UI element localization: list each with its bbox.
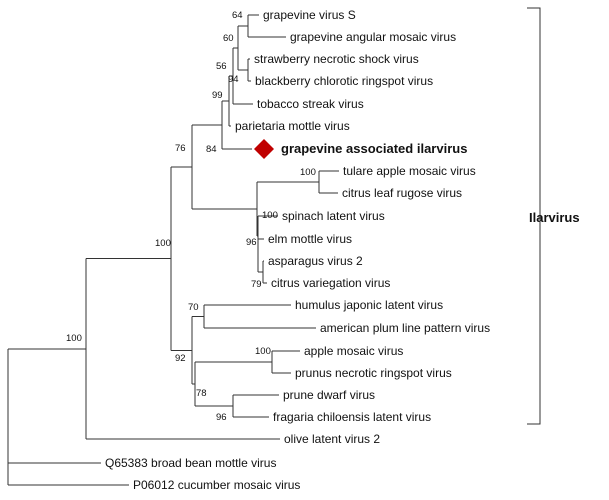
bootstrap-value: 60 bbox=[223, 33, 234, 44]
diamond-icon bbox=[254, 139, 274, 159]
bootstrap-value: 92 bbox=[175, 353, 186, 364]
bootstrap-value: 56 bbox=[216, 61, 227, 72]
bootstrap-value: 96 bbox=[246, 237, 257, 248]
taxon-label-tsv: tobacco streak virus bbox=[257, 97, 364, 111]
taxon-label-bcrv: blackberry chlorotic ringspot virus bbox=[255, 74, 433, 88]
taxon-label-cmv: P06012 cucumber mosaic virus bbox=[133, 478, 300, 492]
bootstrap-value: 96 bbox=[216, 412, 227, 423]
bootstrap-value: 76 bbox=[175, 143, 186, 154]
taxon-label-hjlv: humulus japonic latent virus bbox=[295, 298, 443, 312]
taxon-label-pmov: parietaria mottle virus bbox=[235, 119, 350, 133]
taxon-label-gvs: grapevine virus S bbox=[263, 8, 356, 22]
taxon-label-tamv: tulare apple mosaic virus bbox=[343, 164, 476, 178]
taxon-label-cvv: citrus variegation virus bbox=[271, 276, 390, 290]
bootstrap-value: 100 bbox=[255, 346, 271, 357]
clade-label-ilarvirus: Ilarvirus bbox=[529, 210, 580, 225]
taxon-label-olv2: olive latent virus 2 bbox=[284, 432, 380, 446]
taxon-label-pdv: prune dwarf virus bbox=[283, 388, 375, 402]
taxon-label-emov: elm mottle virus bbox=[268, 232, 352, 246]
taxon-label-snsv: strawberry necrotic shock virus bbox=[254, 52, 419, 66]
clade-bracket bbox=[527, 7, 541, 425]
taxon-label-gamv: grapevine angular mosaic virus bbox=[290, 30, 456, 44]
taxon-label-gaiv: grapevine associated ilarvirus bbox=[281, 141, 467, 156]
taxon-label-av2: asparagus virus 2 bbox=[268, 254, 363, 268]
taxon-label-aplpv: american plum line pattern virus bbox=[320, 321, 490, 335]
taxon-label-slv: spinach latent virus bbox=[282, 209, 385, 223]
bootstrap-value: 100 bbox=[66, 333, 82, 344]
taxon-label-apmv: apple mosaic virus bbox=[304, 344, 403, 358]
tree-branches bbox=[7, 14, 339, 486]
bootstrap-value: 64 bbox=[232, 10, 243, 21]
bootstrap-value: 84 bbox=[206, 144, 217, 155]
taxon-labels: grapevine virus S grapevine angular mosai… bbox=[105, 8, 490, 492]
bootstrap-value: 70 bbox=[188, 302, 199, 313]
bootstrap-value: 78 bbox=[196, 388, 207, 399]
bootstrap-value: 79 bbox=[251, 279, 262, 290]
taxon-label-clrv: citrus leaf rugose virus bbox=[342, 186, 462, 200]
taxon-label-bbmv: Q65383 broad bean mottle virus bbox=[105, 456, 276, 470]
bootstrap-value: 100 bbox=[262, 210, 278, 221]
taxon-label-pnrsv: prunus necrotic ringspot virus bbox=[295, 366, 452, 380]
taxon-label-fclv: fragaria chiloensis latent virus bbox=[273, 410, 431, 424]
bootstrap-value: 94 bbox=[228, 74, 239, 85]
bootstrap-value: 100 bbox=[155, 238, 171, 249]
bootstrap-value: 99 bbox=[212, 90, 223, 101]
bootstrap-value: 100 bbox=[300, 167, 316, 178]
